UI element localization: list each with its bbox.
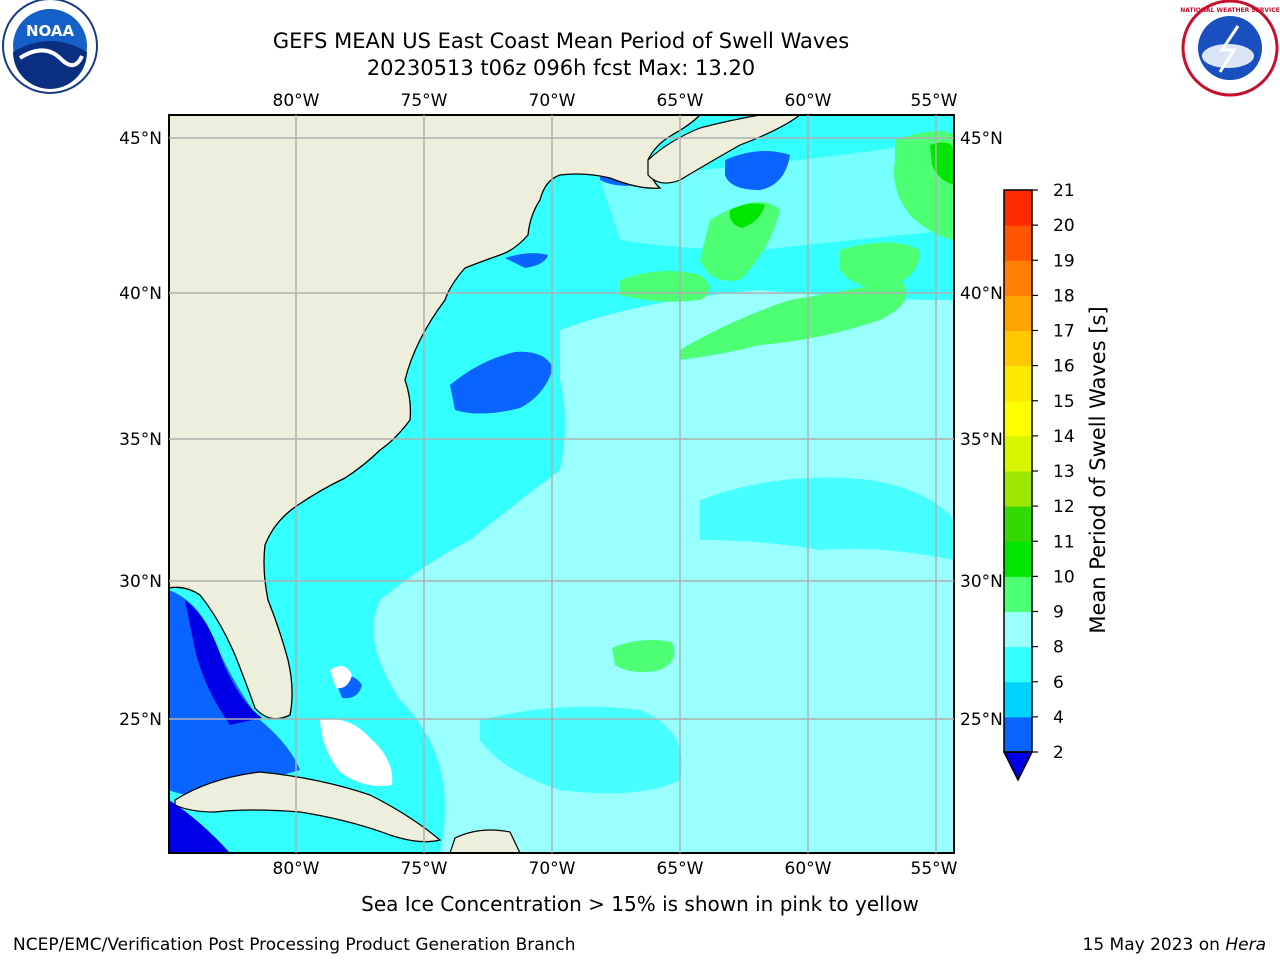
colorbar-segment [1004, 190, 1032, 226]
colorbar-tick-label: 19 [1053, 251, 1075, 271]
lon-label-top: 80°W [273, 91, 320, 111]
colorbar-segment [1004, 681, 1032, 718]
swell-region-8-9s-north [600, 140, 954, 250]
lon-label-top: 75°W [401, 91, 448, 111]
land-nova-scotia [647, 115, 802, 184]
swell-region-9-10s-b [700, 202, 780, 281]
footer-credit: NCEP/EMC/Verification Post Processing Pr… [13, 935, 576, 955]
lat-label-left: 40°N [119, 284, 162, 304]
nws-logo: NATIONAL WEATHER SERVICE [1180, 0, 1280, 97]
colorbar-segment [1004, 541, 1032, 577]
nws-logo-text: NATIONAL WEATHER SERVICE [1180, 7, 1279, 14]
colorbar-tick-label: 10 [1053, 567, 1075, 587]
lon-label-bottom: 65°W [657, 859, 704, 879]
plot-title: GEFS MEAN US East Coast Mean Period of S… [273, 29, 849, 53]
lon-label-bottom: 55°W [911, 859, 958, 879]
colorbar-tick-label: 11 [1053, 532, 1075, 552]
colorbar-tick-label: 9 [1053, 603, 1064, 623]
swell-region-6-8s-south [480, 706, 682, 794]
lat-label-left: 35°N [119, 430, 162, 450]
lon-label-top: 60°W [785, 91, 832, 111]
colorbar-segment [1004, 506, 1032, 542]
colorbar-segment [1004, 365, 1032, 402]
colorbar-segment [1004, 225, 1032, 261]
colorbar-tick-label: 2 [1053, 743, 1064, 763]
land-hispaniola [449, 829, 521, 853]
colorbar-segment [1004, 611, 1032, 648]
lon-label-bottom: 70°W [529, 859, 576, 879]
colorbar-tick-label: 18 [1053, 286, 1075, 306]
swell-region-9-10s-d [840, 242, 920, 290]
lat-labels-left: 45°N 40°N 35°N 30°N 25°N [119, 129, 162, 730]
colorbar-segment [1004, 295, 1032, 331]
colorbar-segment [1004, 435, 1032, 472]
lon-labels-bottom: 80°W 75°W 70°W 65°W 60°W 55°W [273, 859, 958, 879]
lon-label-bottom: 60°W [785, 859, 832, 879]
colorbar: 2 4 6 8 9 10 11 12 13 14 15 16 17 18 19 20 21 [1002, 181, 1075, 782]
colorbar-tick-label: 20 [1053, 216, 1075, 236]
colorbar-tick-label: 16 [1053, 357, 1075, 377]
lon-label-top: 65°W [657, 91, 704, 111]
colorbar-tick-label: 15 [1053, 392, 1075, 412]
lon-labels-top: 80°W 75°W 70°W 65°W 60°W 55°W [273, 91, 958, 111]
swell-region-9-10s-f [612, 640, 675, 673]
lon-label-top: 55°W [911, 91, 958, 111]
swell-region-2-4s-ny [505, 253, 548, 268]
lat-label-right: 45°N [960, 129, 1003, 149]
colorbar-tick-label: 17 [1053, 322, 1075, 342]
lon-label-top: 70°W [529, 91, 576, 111]
colorbar-segment [1004, 400, 1032, 437]
bahamas-banks [320, 719, 393, 787]
lon-label-bottom: 75°W [401, 859, 448, 879]
colorbar-tick-label: 13 [1053, 462, 1075, 482]
lat-label-right: 25°N [960, 710, 1003, 730]
colorbar-segment [1004, 716, 1032, 753]
colorbar-extend-triangle [1002, 751, 1034, 782]
swell-region-9-10s-c [680, 280, 907, 360]
colorbar-tick-label: 21 [1053, 181, 1075, 201]
colorbar-segment [1004, 576, 1032, 612]
footer-date: 15 May 2023 on Hera [1083, 935, 1267, 955]
swell-region-below-2s-cuba [169, 800, 230, 853]
lat-label-left: 25°N [119, 710, 162, 730]
map-frame [168, 114, 955, 854]
noaa-logo-text: NOAA [26, 22, 75, 40]
footer-machine: Hera [1225, 935, 1266, 955]
lat-label-left: 45°N [119, 129, 162, 149]
map-area [169, 115, 954, 853]
footer-date-text: 15 May 2023 on [1083, 935, 1226, 955]
colorbar-segment [1004, 471, 1032, 507]
swell-region-9-10s-a [620, 271, 710, 302]
lon-label-bottom: 80°W [273, 859, 320, 879]
colorbar-tick-label: 8 [1053, 638, 1064, 658]
land-north-america [169, 115, 701, 720]
lat-labels-right: 45°N 40°N 35°N 30°N 25°N [960, 129, 1003, 730]
colorbar-segment [1004, 330, 1032, 367]
graticule [169, 115, 954, 853]
swell-region-6-8s-band [700, 477, 954, 560]
swell-region-10-11s [729, 203, 765, 228]
lat-label-left: 30°N [119, 572, 162, 592]
colorbar-segment [1004, 646, 1032, 683]
bahamas-banks-north [330, 666, 352, 689]
colorbar-label: Mean Period of Swell Waves [s] [1086, 306, 1110, 633]
lat-label-right: 40°N [960, 284, 1003, 304]
swell-region-2-4s-offshore [450, 351, 553, 414]
sea-ice-note: Sea Ice Concentration > 15% is shown in … [361, 892, 919, 916]
lat-label-right: 30°N [960, 572, 1003, 592]
colorbar-tick-label: 6 [1053, 673, 1064, 693]
swell-region-below-2s-gulf [185, 600, 262, 725]
swell-region-2-4s-scotian [725, 151, 790, 190]
colorbar-tick-label: 12 [1053, 497, 1075, 517]
colorbar-tick-label: 14 [1053, 427, 1075, 447]
colorbar-segment [1004, 260, 1032, 296]
lat-label-right: 35°N [960, 430, 1003, 450]
noaa-logo: NOAA [2, 0, 98, 94]
colorbar-tick-label: 4 [1053, 708, 1064, 728]
plot-subtitle: 20230513 t06z 096h fcst Max: 13.20 [367, 56, 755, 80]
